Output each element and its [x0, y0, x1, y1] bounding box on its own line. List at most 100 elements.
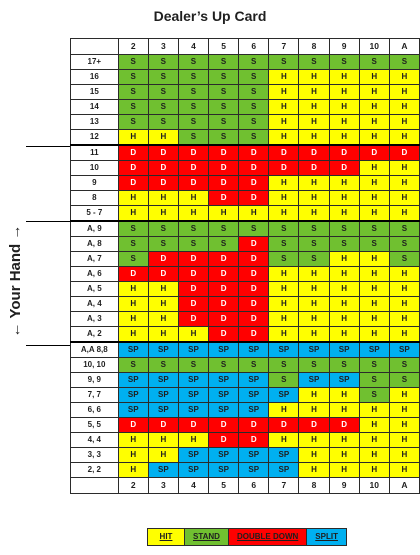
- action-cell: S: [268, 357, 300, 373]
- action-cell: S: [117, 54, 149, 70]
- action-cell: S: [208, 84, 240, 100]
- action-cell: H: [147, 432, 179, 448]
- action-cell: D: [208, 190, 240, 206]
- table-row: 2, 2 H SP SP SP SP SP H H H H: [70, 462, 420, 478]
- action-cell: S: [238, 220, 270, 237]
- action-cell: H: [358, 417, 390, 433]
- legend-hit: HIT: [148, 529, 185, 545]
- action-cell: H: [328, 251, 360, 267]
- action-cell: S: [117, 236, 149, 252]
- action-cell: SP: [177, 447, 210, 463]
- action-cell: H: [298, 99, 330, 115]
- action-cell: H: [147, 296, 179, 312]
- action-cell: H: [358, 114, 390, 130]
- action-cell: S: [177, 84, 210, 100]
- table-row: 7, 7 SP SP SP SP SP SP H H S H: [70, 387, 420, 403]
- row-label: 5, 5: [70, 417, 119, 433]
- action-cell: H: [358, 175, 390, 191]
- action-cell: D: [238, 160, 270, 176]
- action-cell: D: [208, 296, 240, 312]
- action-cell: S: [328, 357, 360, 373]
- action-cell: SP: [208, 387, 240, 403]
- column-footer-3: 5: [208, 477, 240, 494]
- action-cell: H: [388, 402, 420, 418]
- table-row: 12 H H S S S H H H H H: [70, 129, 420, 146]
- column-header-9: A: [388, 38, 420, 55]
- action-cell: SP: [268, 462, 300, 478]
- action-cell: H: [358, 129, 390, 146]
- action-cell: S: [298, 220, 330, 237]
- action-cell: S: [328, 54, 360, 70]
- action-cell: H: [268, 311, 300, 327]
- action-cell: D: [117, 144, 149, 161]
- action-cell: S: [177, 99, 210, 115]
- section-divider-soft: [26, 221, 70, 222]
- action-cell: SP: [388, 341, 420, 358]
- action-cell: H: [388, 447, 420, 463]
- action-cell: D: [177, 281, 210, 297]
- row-label: 2, 2: [70, 462, 119, 478]
- action-cell: SP: [147, 372, 179, 388]
- action-cell: D: [177, 417, 210, 433]
- action-cell: S: [177, 54, 210, 70]
- row-label: 13: [70, 114, 119, 130]
- action-cell: S: [208, 114, 240, 130]
- action-cell: D: [388, 144, 420, 161]
- action-cell: S: [358, 372, 390, 388]
- action-cell: H: [177, 432, 210, 448]
- action-cell: S: [147, 84, 179, 100]
- action-cell: SP: [208, 447, 240, 463]
- action-cell: S: [328, 220, 360, 237]
- row-label: 3, 3: [70, 447, 119, 463]
- action-cell: H: [388, 175, 420, 191]
- action-cell: S: [268, 372, 300, 388]
- action-cell: H: [358, 432, 390, 448]
- action-cell: D: [208, 266, 240, 282]
- action-cell: H: [298, 387, 330, 403]
- action-cell: D: [147, 160, 179, 176]
- action-cell: H: [388, 266, 420, 282]
- action-cell: H: [388, 311, 420, 327]
- action-cell: H: [388, 432, 420, 448]
- action-cell: D: [238, 266, 270, 282]
- action-cell: H: [358, 190, 390, 206]
- action-cell: H: [388, 387, 420, 403]
- action-cell: H: [298, 462, 330, 478]
- action-cell: H: [117, 129, 149, 146]
- action-cell: D: [208, 326, 240, 343]
- action-cell: H: [117, 281, 149, 297]
- row-label: A,A 8,8: [70, 341, 119, 358]
- action-cell: H: [328, 129, 360, 146]
- column-footer-5: 7: [268, 477, 300, 494]
- action-cell: D: [238, 311, 270, 327]
- action-cell: H: [358, 462, 390, 478]
- action-cell: SP: [208, 402, 240, 418]
- action-cell: S: [147, 114, 179, 130]
- action-cell: H: [358, 281, 390, 297]
- action-cell: H: [328, 84, 360, 100]
- action-cell: S: [177, 236, 210, 252]
- action-cell: S: [238, 84, 270, 100]
- action-cell: H: [147, 281, 179, 297]
- action-cell: S: [358, 357, 390, 373]
- action-cell: SP: [268, 341, 300, 358]
- action-cell: S: [358, 387, 390, 403]
- action-cell: H: [117, 205, 149, 222]
- action-cell: H: [298, 190, 330, 206]
- column-footer-4: 6: [238, 477, 270, 494]
- action-cell: H: [328, 205, 360, 222]
- action-cell: SP: [238, 372, 270, 388]
- action-cell: H: [358, 402, 390, 418]
- column-footer-6: 8: [298, 477, 330, 494]
- row-label: 5 - 7: [70, 205, 119, 222]
- action-cell: D: [147, 417, 179, 433]
- column-header-2: 4: [177, 38, 210, 55]
- action-cell: S: [147, 54, 179, 70]
- table-row: 6, 6 SP SP SP SP SP H H H H H: [70, 402, 420, 418]
- action-cell: SP: [208, 372, 240, 388]
- section-divider-pairs: [26, 345, 70, 346]
- action-cell: S: [117, 84, 149, 100]
- action-cell: H: [358, 99, 390, 115]
- action-cell: D: [238, 190, 270, 206]
